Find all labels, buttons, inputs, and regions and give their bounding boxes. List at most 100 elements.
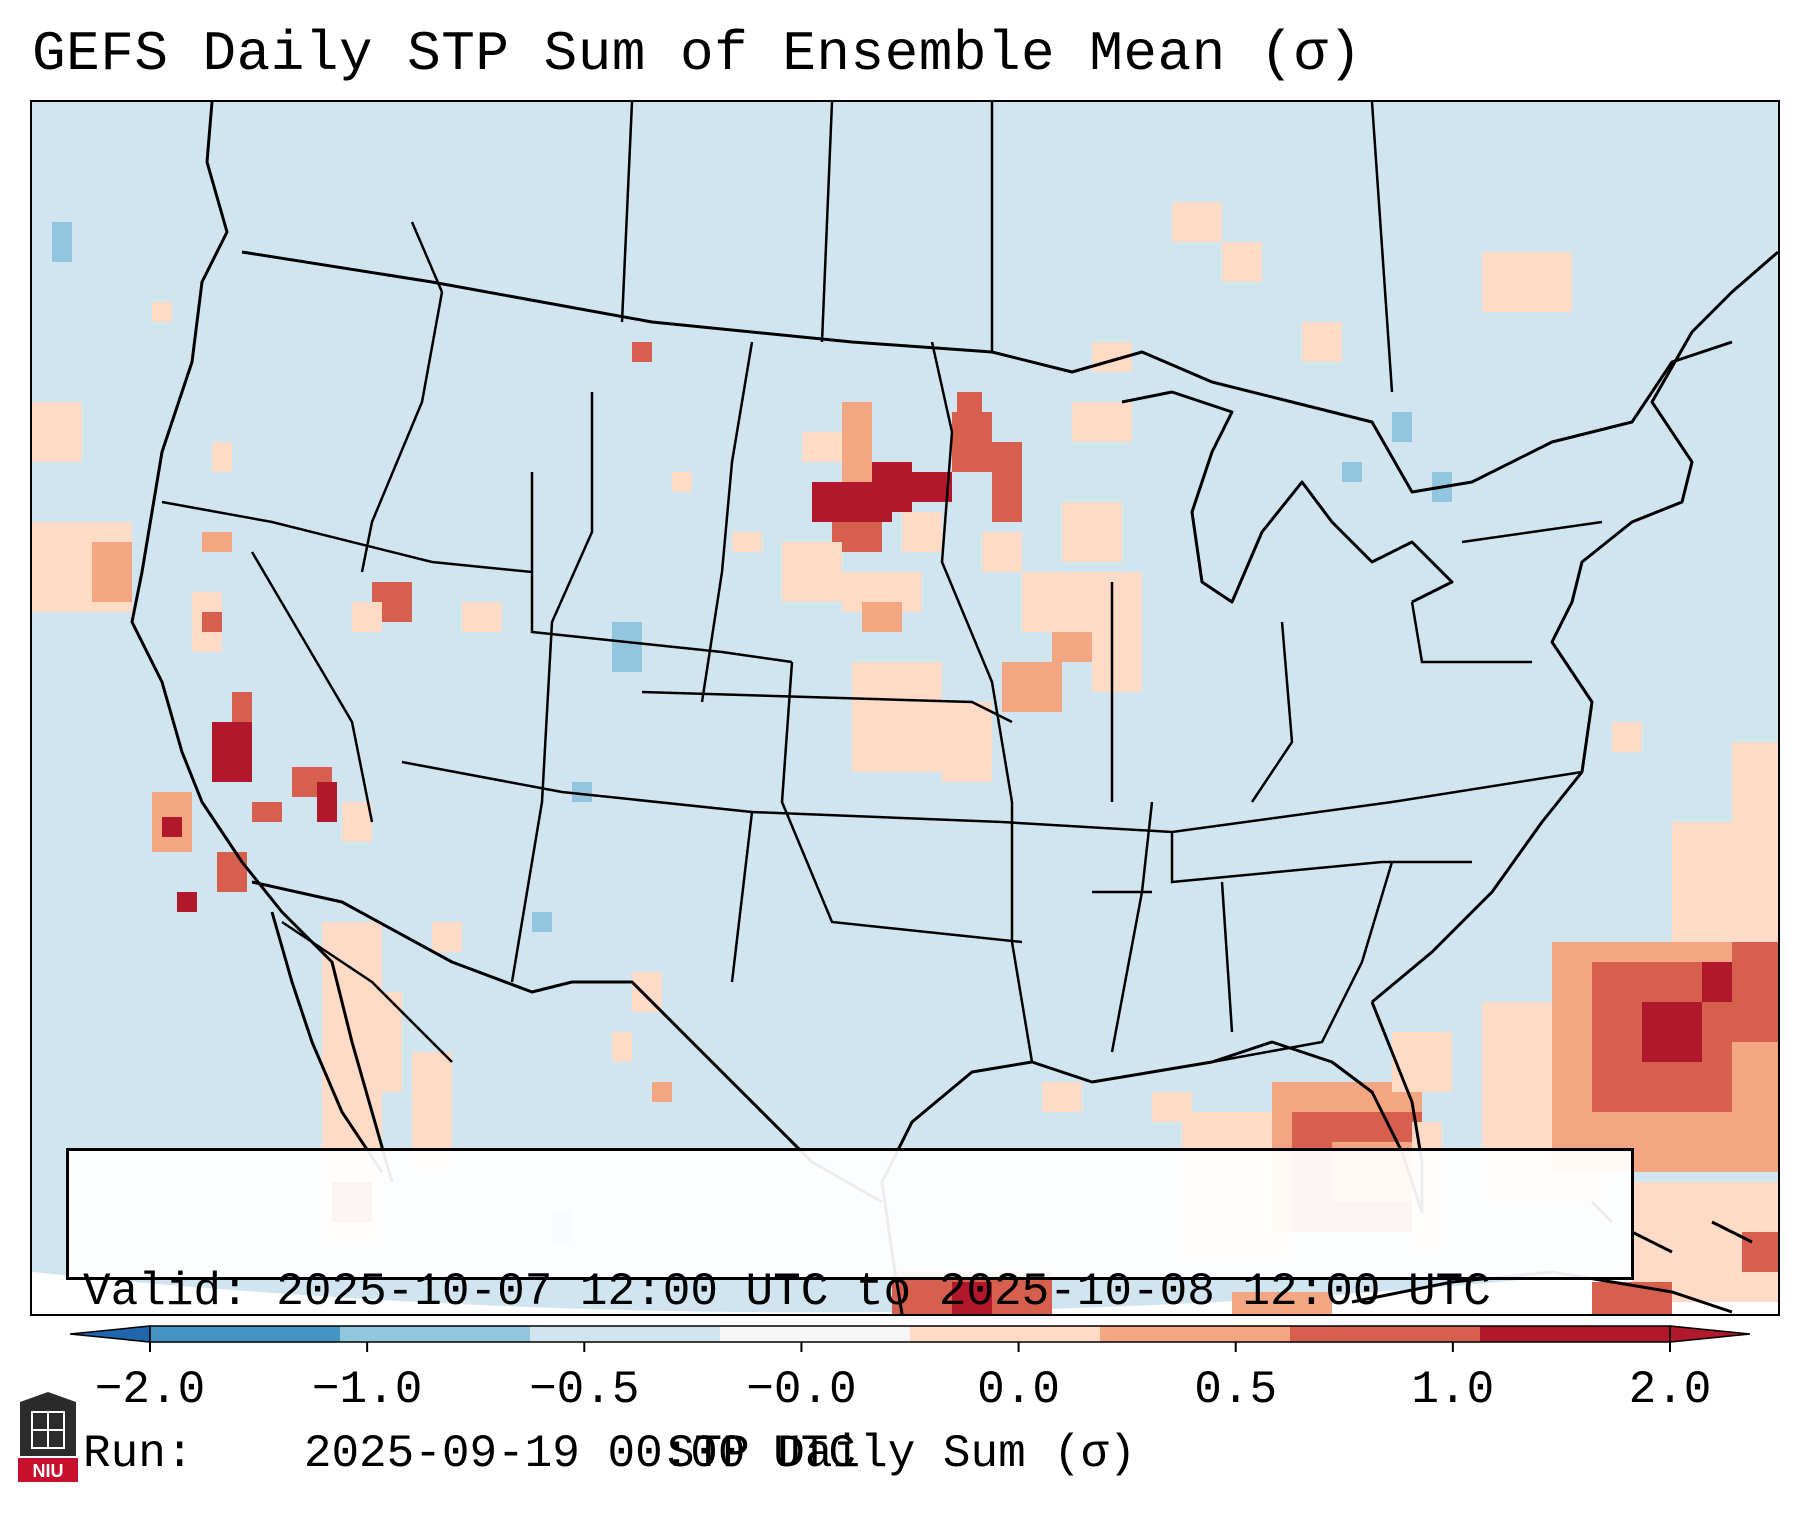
colorbar-segment	[1290, 1326, 1480, 1342]
cell	[202, 612, 222, 632]
logo-text: NIU	[33, 1461, 64, 1481]
cell	[902, 512, 942, 552]
cell	[1342, 462, 1362, 482]
niu-logo: NIU	[18, 1392, 78, 1482]
mexico-border	[251, 880, 883, 1204]
cell	[52, 222, 72, 262]
cell	[1302, 322, 1342, 362]
valid-label: Valid:	[83, 1266, 249, 1318]
state-border	[410, 221, 444, 293]
state-border	[360, 291, 444, 573]
run-value: 2025-09-19 00:00 UTC	[303, 1428, 856, 1480]
cell	[612, 622, 642, 672]
great-lakes	[1121, 390, 1454, 604]
baja-coastline	[270, 911, 384, 1173]
state-border	[641, 690, 1013, 724]
cell	[862, 602, 902, 632]
map-panel[interactable]	[30, 100, 1780, 1316]
cell	[202, 532, 232, 552]
cell	[1392, 1032, 1452, 1092]
cell	[32, 402, 82, 462]
state-borders	[161, 102, 1603, 1064]
cell	[982, 532, 1022, 572]
cell	[92, 542, 132, 602]
cell	[1022, 572, 1102, 632]
cell	[1062, 502, 1122, 562]
cell	[232, 692, 252, 722]
colorbar-tick-label: 1.0	[1411, 1364, 1495, 1416]
state-border	[730, 811, 754, 983]
cell	[212, 722, 252, 782]
cell	[852, 662, 942, 772]
cell	[672, 472, 692, 492]
colorbar-tick-label: −1.0	[311, 1364, 423, 1416]
cell	[732, 532, 762, 552]
valid-row: Valid: 2025-10-07 12:00 UTC to 2025-10-0…	[83, 1265, 1617, 1319]
cell	[912, 472, 952, 502]
cell	[1732, 742, 1778, 822]
cell	[812, 482, 892, 522]
cell	[252, 802, 282, 822]
logo-banner	[18, 1458, 78, 1482]
cell	[1222, 242, 1262, 282]
state-border	[820, 102, 834, 343]
cell	[1152, 1092, 1192, 1122]
colorbar-tick-label: −0.0	[746, 1364, 857, 1416]
cell	[1042, 1082, 1082, 1112]
cell	[177, 892, 197, 912]
colorbar-segment	[1480, 1326, 1670, 1342]
state-border	[1170, 832, 1472, 884]
cell	[942, 702, 992, 782]
valid-value: 2025-10-07 12:00 UTC to 2025-10-08 12:00…	[276, 1266, 1491, 1318]
state-border	[510, 392, 594, 983]
state-border	[1211, 861, 1394, 1064]
cell	[1672, 822, 1778, 942]
state-border	[1461, 520, 1603, 544]
state-border	[780, 661, 1023, 944]
cell	[1482, 252, 1572, 312]
colorbar-extend-high	[1669, 1325, 1750, 1343]
cell	[632, 342, 652, 362]
cell	[317, 782, 337, 822]
cell	[782, 542, 842, 602]
colorbar-extend-low	[70, 1325, 151, 1343]
cell	[352, 602, 382, 632]
cell	[152, 302, 172, 322]
cell	[952, 1282, 992, 1314]
map-canvas	[32, 102, 1778, 1314]
colorbar-segment	[150, 1326, 340, 1342]
cell	[1612, 722, 1642, 752]
cell	[1392, 412, 1412, 442]
colorbar-label: STP Daily Sum (σ)	[666, 1428, 1137, 1480]
cell	[652, 1082, 672, 1102]
cell	[1592, 1282, 1672, 1314]
colorbar-segment	[530, 1326, 720, 1342]
cell	[957, 392, 982, 422]
colorbar-segment	[340, 1326, 530, 1342]
cell	[572, 782, 592, 802]
state-border	[1410, 601, 1532, 664]
cell	[1232, 1292, 1332, 1314]
cell	[992, 442, 1022, 522]
cell	[162, 817, 182, 837]
state-border	[281, 920, 453, 1063]
west-coastline	[130, 102, 394, 1183]
colorbar	[70, 1325, 1750, 1352]
cell	[462, 602, 502, 632]
state-border	[161, 500, 533, 574]
cell	[1002, 662, 1062, 712]
state-border	[1250, 621, 1294, 803]
colorbar-tick-label: 2.0	[1628, 1364, 1712, 1416]
canada-border	[241, 250, 1733, 494]
cell	[1742, 1232, 1778, 1272]
cell	[842, 402, 872, 482]
state-border	[1220, 881, 1234, 1033]
cell	[1092, 572, 1142, 692]
cell	[212, 442, 232, 472]
cell	[342, 802, 372, 842]
state-border	[1370, 102, 1394, 393]
run-label: Run:	[83, 1428, 194, 1480]
state-border	[530, 472, 793, 664]
info-box: Valid: 2025-10-07 12:00 UTC to 2025-10-0…	[66, 1148, 1634, 1480]
state-border	[401, 760, 1583, 834]
